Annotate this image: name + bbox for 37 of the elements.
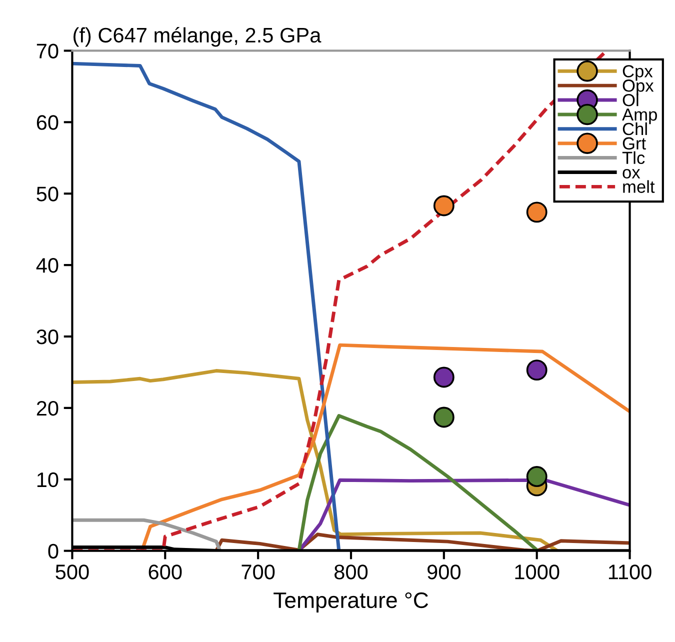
x-tick-label: 700 <box>242 564 275 580</box>
y-tick-label: 0 <box>48 544 58 559</box>
point <box>433 366 454 388</box>
point <box>526 466 548 488</box>
x-tick-label: 500 <box>56 564 89 580</box>
y-tick-label: 30 <box>36 330 58 344</box>
legend-label: Amp <box>622 108 657 124</box>
legend-label: Opx <box>622 80 654 96</box>
y-tick-label: 50 <box>36 186 58 202</box>
legend-label: Grt <box>622 137 646 150</box>
line-series <box>72 62 341 551</box>
legend-label: melt <box>623 180 655 193</box>
line-series <box>72 518 222 551</box>
point <box>433 406 454 428</box>
legend-label: Tlc <box>622 151 645 164</box>
chart-title: (f) C647 mélange, 2.5 GPa <box>74 27 322 47</box>
point <box>526 202 548 223</box>
x-tick-label: 600 <box>148 564 182 580</box>
legend-label: ox <box>622 168 640 178</box>
line-series <box>72 369 560 551</box>
legend-label: Chl <box>622 122 647 136</box>
y-tick-label: 60 <box>36 115 58 130</box>
point <box>526 360 548 381</box>
legend-label: Cpx <box>622 65 653 81</box>
y-tick-label: 10 <box>37 472 58 488</box>
y-tick-label: 20 <box>36 400 58 416</box>
point <box>433 195 454 216</box>
x-tick-label: 1000 <box>515 564 560 580</box>
legend-label: Ol <box>622 94 638 106</box>
line-series <box>297 414 540 551</box>
x-tick-label: 800 <box>334 564 368 580</box>
y-tick-label: 40 <box>36 258 58 273</box>
x-axis-title: Temperature °C <box>274 592 428 612</box>
x-tick-label: 900 <box>428 564 460 580</box>
x-tick-label: 1100 <box>608 564 652 580</box>
y-tick-label: 70 <box>36 44 58 58</box>
line-series <box>214 532 630 551</box>
